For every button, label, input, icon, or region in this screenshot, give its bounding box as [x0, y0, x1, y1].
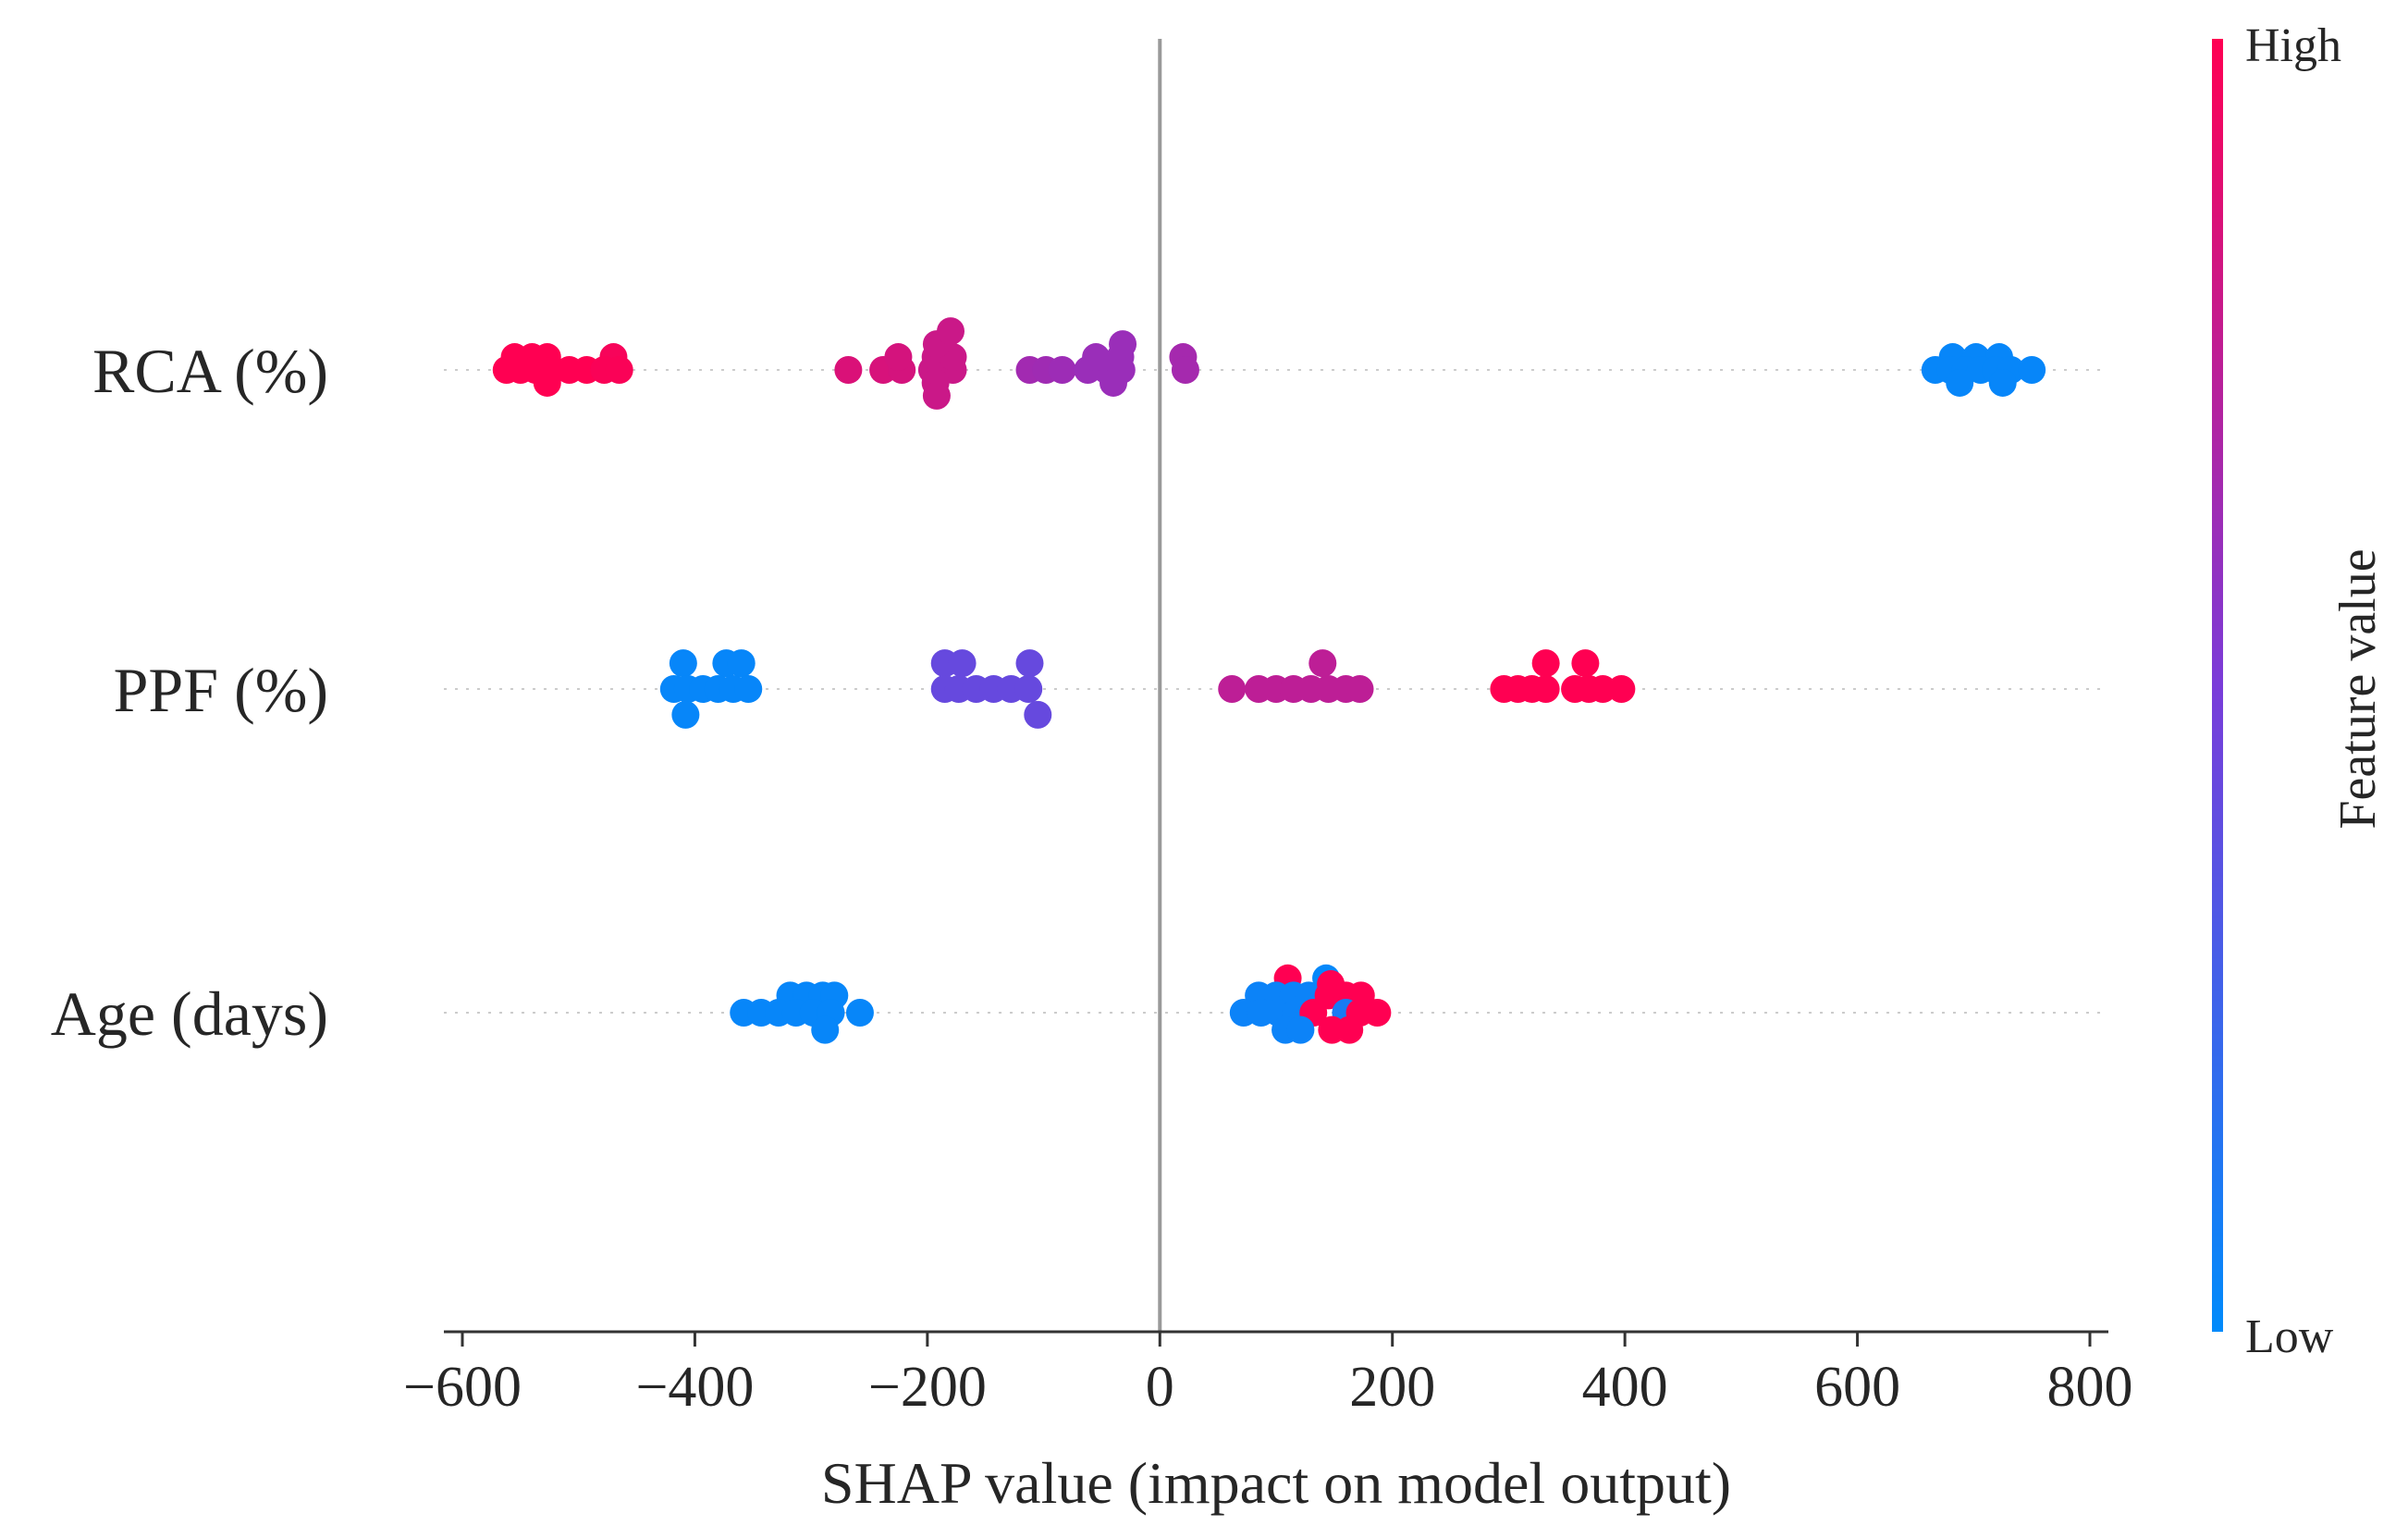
shap-point	[1100, 368, 1127, 397]
x-axis-ticks: −600 −400 −200 0 200 400 600 800	[403, 1332, 2133, 1419]
x-tick-label: 200	[1349, 1356, 1435, 1419]
shap-point	[1286, 1015, 1315, 1044]
shap-point	[1345, 675, 1374, 703]
shap-point	[671, 700, 700, 729]
colorbar-low-label: Low	[2245, 1310, 2334, 1363]
shap-point	[1988, 368, 2017, 397]
shap-point	[1109, 330, 1137, 359]
shap-point	[1335, 1015, 1364, 1044]
shap-point	[1946, 368, 1974, 397]
shap-point	[1308, 649, 1337, 678]
shap-point	[1531, 649, 1560, 678]
shap-point	[727, 649, 756, 678]
shap-point	[1014, 675, 1043, 703]
feature-label: PPF (%)	[114, 655, 328, 725]
shap-points	[492, 317, 2046, 1044]
shap-point	[734, 675, 763, 703]
shap-point	[1015, 649, 1044, 678]
shap-point	[845, 999, 874, 1027]
x-tick-label: 800	[2047, 1356, 2133, 1419]
shap-point	[1024, 700, 1052, 729]
shap-point	[1218, 675, 1247, 703]
x-tick-label: 0	[1146, 1356, 1174, 1419]
shap-point	[811, 1015, 840, 1044]
x-tick-label: −400	[635, 1356, 754, 1419]
feature-labels: RCA (%) PPF (%) Age (days)	[51, 336, 328, 1049]
shap-point	[1317, 970, 1345, 998]
shap-point	[533, 368, 561, 397]
x-axis-label: SHAP value (impact on model output)	[821, 1450, 1731, 1516]
shap-point	[834, 356, 863, 384]
shap-point	[605, 356, 633, 384]
shap-point	[1082, 343, 1111, 372]
shap-point	[884, 343, 913, 372]
shap-point	[1607, 675, 1636, 703]
shap-point	[669, 649, 697, 678]
colorbar	[2212, 39, 2223, 1332]
x-tick-label: 600	[1814, 1356, 1900, 1419]
shap-point	[937, 317, 964, 346]
shap-point	[922, 381, 951, 410]
feature-label: Age (days)	[51, 978, 328, 1049]
x-tick-label: −200	[868, 1356, 987, 1419]
colorbar-title: Feature value	[2329, 548, 2387, 829]
shap-point	[948, 649, 977, 678]
shap-point	[1363, 999, 1392, 1027]
shap-point	[1048, 356, 1076, 384]
colorbar-high-label: High	[2245, 19, 2341, 72]
shap-point	[2018, 356, 2046, 384]
shap-point	[1531, 675, 1560, 703]
shap-point	[1171, 356, 1199, 384]
shap-point	[1571, 649, 1600, 678]
x-tick-label: −600	[403, 1356, 522, 1419]
x-tick-label: 400	[1582, 1356, 1668, 1419]
feature-label: RCA (%)	[92, 336, 328, 406]
